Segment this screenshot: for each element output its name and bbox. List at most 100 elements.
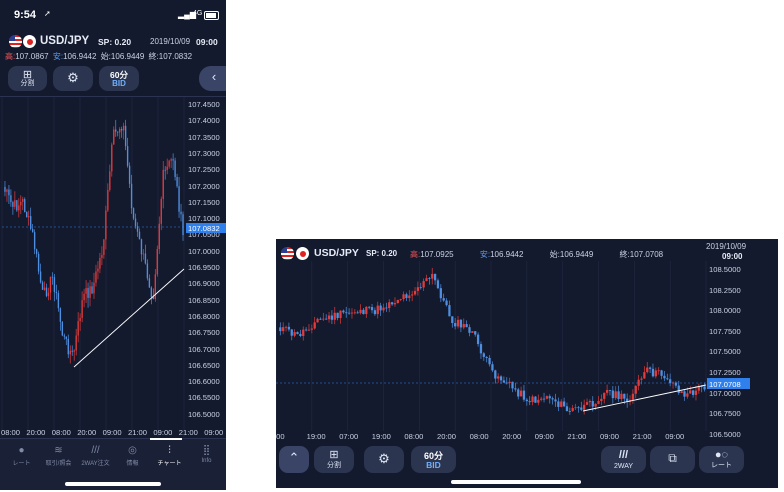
candle-body xyxy=(603,392,606,399)
candle-body xyxy=(442,298,445,301)
split-button[interactable]: ⊞ 分割 xyxy=(314,446,354,473)
price-tick-label: 107.3500 xyxy=(188,132,220,142)
candle-body xyxy=(109,171,111,190)
candle-body xyxy=(105,210,107,240)
candle-body xyxy=(65,336,67,339)
candle-body xyxy=(61,321,64,336)
candle-body xyxy=(614,391,617,399)
candle-body xyxy=(654,370,657,377)
candle-body xyxy=(302,329,305,337)
settings-button[interactable]: ⚙ xyxy=(364,446,404,473)
candle-body xyxy=(322,318,325,320)
candle-body xyxy=(158,223,160,250)
candle-body xyxy=(79,317,81,322)
candle-body xyxy=(67,338,69,355)
price-tick-label: 107.2500 xyxy=(709,368,741,377)
candle-body xyxy=(33,232,36,250)
tab-label: レート xyxy=(12,461,31,467)
candle-body xyxy=(313,322,316,329)
candle-body xyxy=(359,309,362,314)
tab-grid[interactable]: ⣿ Info xyxy=(188,439,225,479)
current-price-marker: 107.0832 xyxy=(186,223,226,233)
candle-body xyxy=(519,390,523,397)
candle-body xyxy=(140,239,143,255)
currency-pair[interactable]: USD/JPY xyxy=(40,35,90,47)
candle-body xyxy=(296,332,299,334)
tab-chart[interactable]: ⫶ チャート xyxy=(151,439,188,479)
candle-body xyxy=(325,318,328,320)
settings-button[interactable]: ⚙ xyxy=(53,66,93,91)
candle-body xyxy=(540,398,543,400)
candle-body xyxy=(120,129,123,131)
candle-body xyxy=(128,165,131,184)
candle-body xyxy=(87,288,89,298)
time-tick-label: 09:00 xyxy=(102,428,122,437)
candle-body xyxy=(459,319,463,328)
candle-body xyxy=(345,312,348,314)
candle-body xyxy=(35,249,38,254)
candle-body xyxy=(551,398,554,400)
candle-body xyxy=(160,198,162,224)
candle-body xyxy=(697,386,700,391)
interval-button[interactable]: 60分 BID xyxy=(99,66,139,91)
spread: SP: 0.20 xyxy=(98,37,132,47)
candle-body xyxy=(14,200,16,207)
candle-body xyxy=(376,305,379,315)
candle-body xyxy=(385,307,388,309)
candle-body xyxy=(122,125,125,131)
candle-body xyxy=(502,380,506,383)
candle-body xyxy=(85,288,87,294)
candle-body xyxy=(542,398,546,400)
candle-body xyxy=(608,390,612,391)
candle-body xyxy=(468,327,471,333)
rotate-button[interactable]: ⧉ xyxy=(650,446,695,473)
signal-icon: ▂▄▆ xyxy=(178,10,196,19)
interval-button[interactable]: 60分 BID xyxy=(411,446,456,473)
collapse-button[interactable]: ‹ xyxy=(199,66,226,91)
us-flag-icon xyxy=(281,247,294,260)
time-tick-label: :00 xyxy=(276,432,285,441)
landscape-candlestick-chart[interactable] xyxy=(276,261,778,431)
price-tick-label: 106.5500 xyxy=(188,393,220,403)
candle-body xyxy=(626,398,629,402)
active-tab-indicator xyxy=(150,438,182,440)
candle-body xyxy=(686,393,689,397)
twoway-button[interactable]: /// 2WAY xyxy=(601,446,646,473)
candle-body xyxy=(39,271,42,283)
candle-body xyxy=(674,382,678,386)
candle-body xyxy=(134,218,137,227)
candle-body xyxy=(488,357,491,365)
expand-up-button[interactable]: ⌃ xyxy=(279,446,309,473)
candle-body xyxy=(634,385,637,394)
candle-body xyxy=(365,306,368,315)
spread: SP: 0.20 xyxy=(366,249,398,258)
candle-body xyxy=(411,294,414,296)
candle-body xyxy=(304,329,308,331)
candle-body xyxy=(419,287,422,289)
candle-body xyxy=(422,281,425,288)
candle-body xyxy=(69,350,71,355)
candle-body xyxy=(479,344,483,354)
tab-info-globe[interactable]: ◎ 情報 xyxy=(114,439,151,479)
rate-button[interactable]: ●◌ レート xyxy=(699,446,744,473)
candle-body xyxy=(640,378,643,380)
candle-body xyxy=(617,391,620,400)
candle-body xyxy=(132,208,135,219)
candle-body xyxy=(353,312,356,314)
tab-rate[interactable]: ● レート xyxy=(3,439,40,479)
candle-body xyxy=(462,324,465,328)
candle-body xyxy=(680,391,683,394)
tab-trade[interactable]: ≋ 取引/照会 xyxy=(40,439,77,479)
portrait-candlestick-chart[interactable] xyxy=(0,97,226,437)
candle-body xyxy=(176,177,178,187)
candle-body xyxy=(37,253,40,272)
candle-body xyxy=(548,396,551,399)
candle-body xyxy=(660,370,663,376)
currency-pair[interactable]: USD/JPY xyxy=(314,247,359,259)
candle-body xyxy=(330,315,334,320)
time-tick-label: 20:00 xyxy=(502,432,522,441)
time-tick-label: 08:00 xyxy=(51,428,71,437)
tab-twoway[interactable]: /// 2WAY注文 xyxy=(77,439,114,479)
split-button[interactable]: ⊞ 分割 xyxy=(8,66,47,91)
candle-body xyxy=(557,401,560,407)
